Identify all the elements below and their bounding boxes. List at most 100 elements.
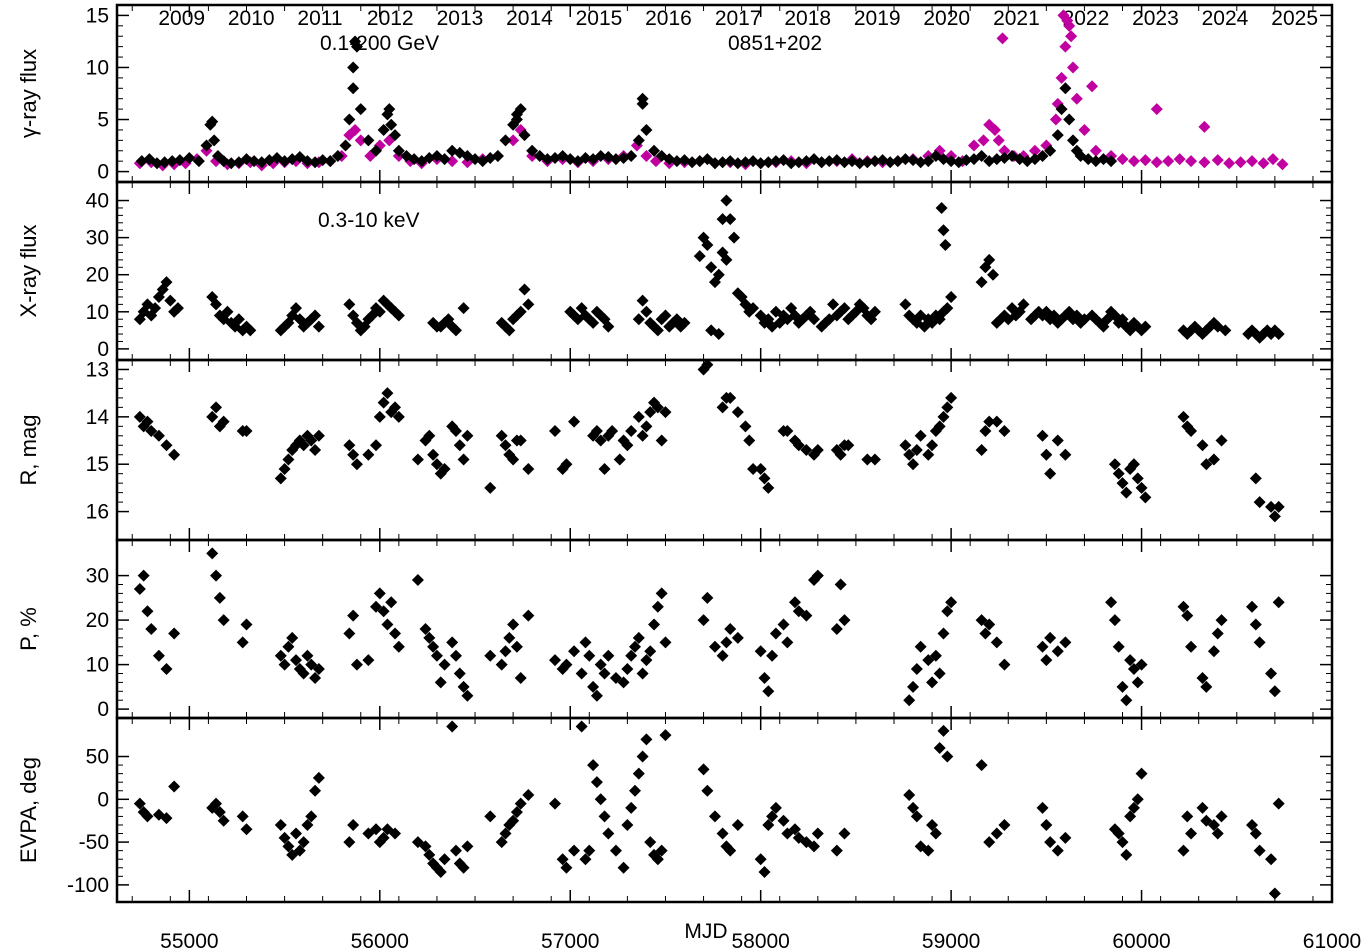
data-point [834, 578, 847, 591]
data-point [743, 434, 756, 447]
data-point [423, 631, 436, 644]
data-point [168, 780, 181, 793]
magenta-data-point [992, 134, 1005, 147]
data-point [278, 462, 291, 475]
y-axis-label: R, mag [16, 415, 41, 486]
data-point [1272, 500, 1285, 513]
data-point [739, 156, 752, 169]
data-point [449, 324, 462, 337]
data-point [278, 658, 291, 671]
data-point [210, 569, 223, 582]
data-point [377, 123, 390, 136]
data-point [983, 415, 996, 428]
data-point [724, 213, 737, 226]
data-point [579, 853, 592, 866]
data-point [598, 810, 611, 823]
data-point [587, 759, 600, 772]
data-point [979, 425, 992, 438]
data-point [1253, 844, 1266, 857]
data-point [392, 410, 405, 423]
data-point [381, 387, 394, 400]
data-point [1036, 640, 1049, 653]
data-point [583, 844, 596, 857]
data-point [762, 818, 775, 831]
y-tick-label: 10 [86, 56, 109, 79]
data-point [754, 462, 767, 475]
data-point [590, 776, 603, 789]
data-point [659, 729, 672, 742]
data-point [568, 844, 581, 857]
y-tick-label: 13 [86, 358, 109, 381]
data-point [899, 298, 912, 311]
y-tick-label: 15 [86, 4, 109, 27]
data-point [518, 283, 531, 296]
frame-layer [115, 3, 1334, 904]
data-point [739, 420, 752, 433]
y-tick-label: 0 [97, 161, 109, 184]
data-point [625, 801, 638, 814]
data-point [1108, 458, 1121, 471]
data-point [411, 453, 424, 466]
data-point [937, 724, 950, 737]
data-point [210, 298, 223, 311]
data-point [609, 844, 622, 857]
y-tick-label: 16 [86, 501, 109, 524]
data-point [1120, 848, 1133, 861]
y-tick-label: 20 [86, 609, 109, 632]
panel-3-points [133, 547, 1285, 707]
data-point [133, 797, 146, 810]
data-point [373, 305, 386, 318]
data-point [461, 689, 474, 702]
data-point [1051, 645, 1064, 658]
data-point [240, 823, 253, 836]
data-point [792, 439, 805, 452]
data-point [1116, 477, 1129, 490]
data-point [922, 155, 935, 168]
data-point [343, 298, 356, 311]
data-point [1040, 818, 1053, 831]
data-point [1059, 831, 1072, 844]
data-point [389, 401, 402, 414]
y-tick-label: 15 [86, 453, 109, 476]
data-point [766, 810, 779, 823]
data-point [636, 750, 649, 763]
magenta-data-point [967, 139, 980, 152]
magenta-data-point [1198, 156, 1211, 169]
data-point [457, 453, 470, 466]
data-point [434, 866, 447, 879]
data-point [1063, 113, 1076, 126]
magenta-data-point [349, 123, 362, 136]
magenta-data-point [507, 134, 520, 147]
data-point [1127, 663, 1140, 676]
data-point [430, 458, 443, 471]
data-point [1200, 680, 1213, 693]
data-point [1272, 596, 1285, 609]
data-point [587, 680, 600, 693]
year-label: 2019 [854, 7, 901, 30]
data-point [173, 154, 186, 167]
magenta-data-point [1055, 71, 1068, 84]
data-point [868, 453, 881, 466]
data-point [305, 658, 318, 671]
data-point [762, 156, 775, 169]
data-point [373, 410, 386, 423]
data-point [830, 623, 843, 635]
data-point [701, 239, 714, 252]
data-point [1017, 298, 1030, 311]
energy-band-label: 0.3-10 keV [318, 209, 420, 232]
data-point [381, 618, 394, 631]
data-point [331, 149, 344, 162]
data-point [1124, 810, 1137, 823]
data-point [899, 153, 912, 166]
data-point [160, 276, 173, 289]
data-point [158, 156, 171, 169]
data-point [926, 439, 939, 452]
data-point [945, 391, 958, 404]
magenta-data-point [1234, 156, 1247, 169]
data-point [377, 605, 390, 618]
data-point [1112, 827, 1125, 840]
data-point [499, 439, 512, 452]
data-point [884, 156, 897, 169]
x-tick-label: 55000 [160, 930, 218, 951]
year-label: 2010 [228, 7, 275, 30]
